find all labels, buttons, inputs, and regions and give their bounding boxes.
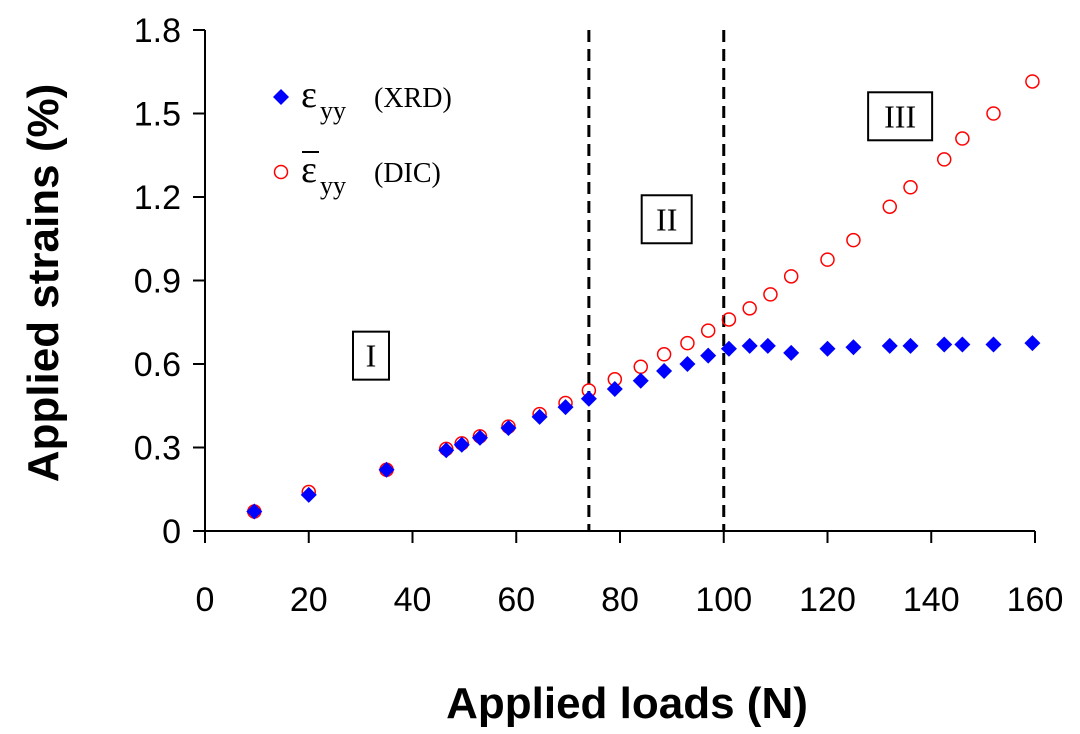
dic-data-point (783, 269, 799, 284)
dic-data-point (882, 199, 897, 214)
legend-source: (DIC) (374, 158, 441, 189)
xrd-data-point (679, 356, 696, 372)
y-tick-label: 0.3 (134, 430, 181, 468)
xrd-data-point (741, 337, 758, 354)
xrd-data-point (1024, 335, 1041, 352)
xrd-data-point (759, 337, 776, 354)
legend-marker-circle (273, 164, 289, 180)
y-tick-label: 1.5 (134, 96, 181, 134)
xrd-data-point (985, 336, 1002, 353)
xrd-data-point (471, 429, 488, 446)
xrd-data-point (606, 381, 623, 398)
xrd-data-point (819, 340, 836, 357)
xrd-data-point (656, 362, 673, 379)
dic-data-point (903, 180, 918, 195)
dic-data-point (763, 287, 778, 302)
y-tick-label: 1.2 (134, 179, 181, 217)
axes: 0 20 40 60 80 100 120 140 160 0 0.3 0.6 0.9 1.2 1.5 1.8 (134, 12, 1064, 619)
x-tick-label: 80 (601, 581, 639, 619)
dic-data-point (721, 312, 737, 327)
x-axis-title: Applied loads (N) (446, 679, 808, 728)
data-series (246, 74, 1041, 520)
y-tick-label: 0 (162, 513, 181, 551)
xrd-data-point (557, 399, 574, 416)
dic-data-point (633, 359, 648, 375)
y-axis-title: Applied strains (%) (19, 84, 68, 483)
xrd-data-point (845, 339, 862, 356)
region-label: I (366, 338, 377, 374)
xrd-data-point (881, 337, 898, 354)
dic-data-point (742, 301, 757, 316)
x-tick-label: 40 (394, 581, 432, 619)
xrd-data-point (438, 442, 455, 459)
legend-entry-dic: ε yy (DIC) (273, 149, 441, 200)
x-tick-label: 160 (1007, 581, 1064, 619)
xrd-data-point (453, 436, 470, 453)
legend: ε yy (XRD)ε yy (DIC) (273, 74, 452, 200)
dic-data-point (656, 347, 672, 362)
xrd-data-point (580, 390, 597, 407)
dic-data-point (1025, 74, 1040, 89)
series-xrd (246, 335, 1041, 520)
xrd-data-point (246, 503, 263, 520)
y-tick-label: 0.9 (134, 263, 181, 301)
xrd-data-point (531, 408, 548, 425)
region-dividers (587, 30, 726, 531)
dic-data-point (986, 106, 1001, 121)
legend-subscript: yy (320, 171, 346, 200)
legend-symbol: ε (301, 74, 317, 116)
xrd-data-point (378, 461, 395, 478)
dic-data-point (820, 252, 835, 267)
region-label-box (640, 194, 693, 245)
region-label-box (867, 91, 934, 142)
dic-data-point (846, 232, 861, 248)
xrd-data-point (700, 347, 717, 364)
y-tick-label: 1.8 (134, 12, 181, 50)
y-tick-label: 0.6 (134, 346, 181, 384)
dic-data-point (680, 335, 695, 351)
series-dic (247, 74, 1040, 519)
xrd-data-point (500, 420, 517, 437)
region-label-box (352, 330, 390, 381)
legend-subscript: yy (320, 96, 346, 125)
x-tick-label: 140 (903, 581, 960, 619)
x-tick-label: 120 (799, 581, 856, 619)
legend-entry-xrd: ε yy (XRD) (273, 74, 452, 125)
x-tick-label: 0 (196, 581, 215, 619)
xrd-data-point (720, 340, 737, 357)
dic-data-point (936, 152, 952, 167)
region-label: III (884, 98, 916, 134)
xrd-data-point (954, 336, 971, 353)
xrd-data-point (902, 337, 919, 354)
xrd-data-point (783, 344, 800, 361)
region-label: II (656, 201, 677, 237)
xrd-data-point (936, 336, 953, 353)
dic-data-point (700, 323, 716, 338)
x-tick-label: 20 (290, 581, 328, 619)
legend-source: (XRD) (374, 83, 452, 114)
legend-symbol: ε (301, 149, 317, 191)
dic-data-point (955, 131, 970, 146)
xrd-data-point (632, 372, 649, 389)
x-tick-label: 100 (695, 581, 752, 619)
x-tick-label: 60 (497, 581, 535, 619)
xrd-data-point (300, 486, 317, 503)
legend-marker-diamond (273, 89, 289, 105)
